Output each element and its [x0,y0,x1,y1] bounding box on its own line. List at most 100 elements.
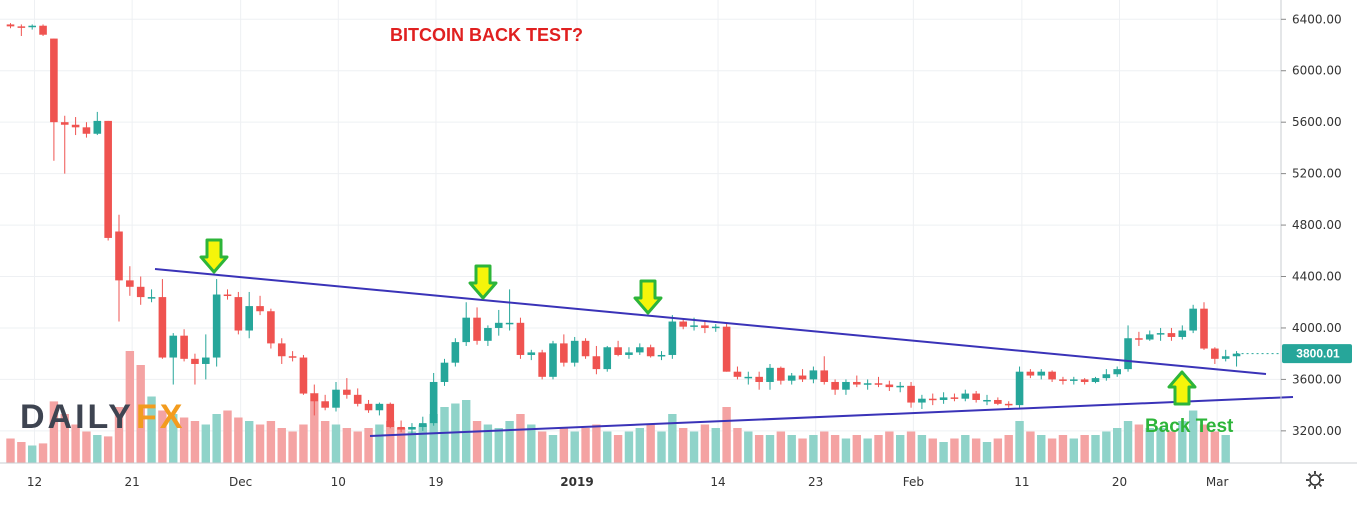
candle-body [343,389,351,395]
volume-bar [570,431,579,463]
x-tick-label: 2019 [560,475,593,489]
candle [842,379,850,395]
volume-bar [516,414,525,463]
candle-body [115,231,123,281]
volume-bar [255,424,265,463]
candle [1102,369,1111,381]
candle-body [332,389,340,408]
volume-bar [1178,421,1187,463]
volume-bar [754,435,764,463]
volume-bar [1123,421,1133,463]
volume-bar [874,435,883,463]
candle-body [1080,379,1089,382]
volume-bar [635,428,644,463]
volume-bar [581,428,590,463]
candle-body [321,401,329,408]
candle [158,279,167,359]
y-tick-label: 3600.00 [1292,372,1342,386]
volume-bar [396,428,406,463]
price-axis[interactable]: 6400.00 6000.00 5600.00 5200.00 4800.00 4400.… [1281,12,1342,438]
candle [60,115,69,174]
candle-body [1004,403,1013,406]
candle-body [364,403,373,411]
current-price-marker: 3800.01 [1282,344,1352,364]
candle [494,309,503,336]
candle-body [473,317,481,341]
candle [39,24,47,37]
annotation-arrows [199,238,1197,406]
candle [6,23,15,29]
candle [169,333,178,385]
candle-body [874,383,883,385]
trendlines [154,268,1294,437]
x-tick-label: 10 [331,475,346,489]
volume-bar [429,414,438,463]
candle [885,380,894,391]
candle [1167,327,1176,341]
y-tick-label: 5200.00 [1292,167,1342,181]
candle [126,266,134,296]
candle-body [646,347,655,357]
gear-icon[interactable] [1306,471,1324,489]
volume-bar [852,435,861,463]
candle [928,393,937,406]
volume-bar [136,365,145,463]
candle-body [1048,371,1056,380]
volume-bar [299,424,308,463]
volume-bar [1113,428,1122,463]
candle [375,402,384,416]
candle-body [386,403,395,427]
candle-body [592,356,601,370]
candle-body [93,120,102,134]
candle-body [505,322,514,325]
candle [212,279,221,367]
logo-text-fx: FX [136,398,185,436]
candle [592,345,601,375]
candle [1178,325,1187,340]
volume-bar [1156,428,1165,463]
volume-bar [603,431,612,463]
candle [809,366,818,384]
time-axis[interactable]: 12 21 Dec 10 19 2019 14 23 Feb 11 20 Mar [27,475,1229,489]
candle-body [722,326,731,372]
candle-body [288,356,297,358]
arrow-down-icon [633,279,663,315]
candle [907,381,915,408]
candle-body [907,385,915,403]
volume-bar [212,414,221,463]
candle [625,347,633,359]
back-test-annotation: Back Test [1145,416,1234,437]
candle-body [136,286,145,298]
candle [451,338,460,367]
candle-body [896,385,904,388]
volume-bar [1167,431,1176,463]
y-tick-label: 5600.00 [1292,115,1342,129]
candle-body [277,343,286,357]
x-tick-label: 14 [710,475,725,489]
y-tick-label: 6400.00 [1292,12,1342,26]
candle-body [50,38,58,123]
arrow-up-icon [1167,370,1197,406]
candle [972,390,980,403]
candle [17,24,26,37]
y-tick-label: 3200.00 [1292,424,1342,438]
candle-body [1070,379,1078,381]
candle [473,307,481,345]
candle [397,420,405,433]
volume-bar [1058,435,1068,463]
candle-body [60,122,69,125]
candle-body [842,381,850,390]
candle-body [484,327,492,341]
candle-body [310,393,319,402]
volume-bar [93,435,102,463]
volume-bar [679,428,688,463]
candle-body [191,358,199,364]
candle-body [614,347,622,355]
candle [961,389,970,402]
candle [646,344,655,358]
candle [310,384,319,416]
candle [245,291,253,339]
candle-body [972,393,980,400]
x-tick-label: 12 [27,475,42,489]
